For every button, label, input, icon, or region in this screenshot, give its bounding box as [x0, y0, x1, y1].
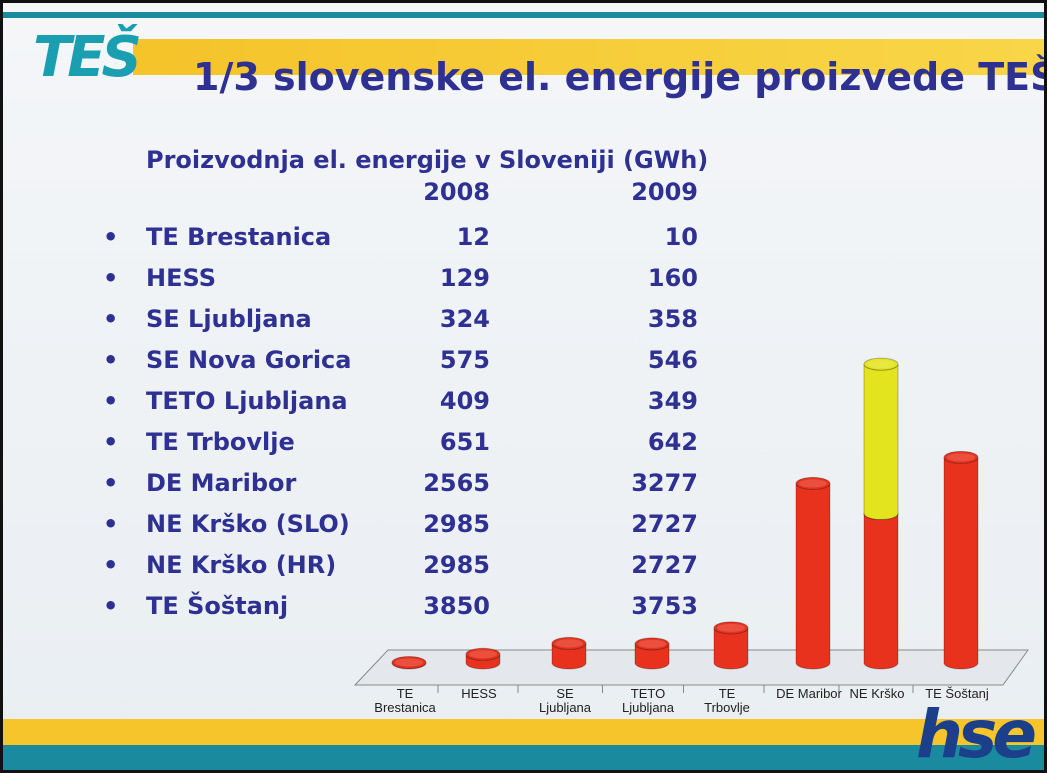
x-tick-label: TE Trbovlje — [682, 687, 772, 715]
row-value: 324 — [370, 305, 490, 333]
row-label: TE Trbovlje — [146, 428, 295, 456]
row-value: 2565 — [370, 469, 490, 497]
row-value: 3850 — [370, 592, 490, 620]
row-value: 546 — [578, 346, 698, 374]
bar-highlight — [469, 650, 497, 658]
row-value: 2727 — [578, 551, 698, 579]
row-value: 409 — [370, 387, 490, 415]
bullet: • — [103, 346, 118, 374]
bar — [466, 648, 500, 669]
row-label: HESS — [146, 264, 216, 292]
bullet: • — [103, 387, 118, 415]
bar-highlight — [395, 658, 423, 666]
row-label: NE Krško (SLO) — [146, 510, 350, 538]
row-value: 10 — [578, 223, 698, 251]
column-header: 2008 — [370, 178, 490, 206]
bar-highlight — [867, 360, 895, 368]
bar — [796, 477, 830, 669]
row-label: TE Šoštanj — [146, 592, 288, 620]
row-value: 2985 — [370, 510, 490, 538]
x-tick-label: HESS — [434, 687, 524, 701]
bar — [864, 508, 898, 669]
row-value: 3753 — [578, 592, 698, 620]
bar — [714, 622, 748, 669]
bar-highlight — [638, 640, 666, 648]
bullet: • — [103, 264, 118, 292]
bar-body — [944, 457, 978, 669]
row-value: 3277 — [578, 469, 698, 497]
chart-floor — [355, 650, 1028, 685]
bar-body — [864, 514, 898, 669]
row-label: TETO Ljubljana — [146, 387, 348, 415]
bullet: • — [103, 469, 118, 497]
x-tick-label: SE Ljubljana — [520, 687, 610, 715]
row-value: 2727 — [578, 510, 698, 538]
bullet: • — [103, 551, 118, 579]
column-header: 2009 — [578, 178, 698, 206]
bottom-stripe — [3, 745, 1044, 770]
row-label: SE Ljubljana — [146, 305, 312, 333]
row-label: NE Krško (HR) — [146, 551, 336, 579]
bullet: • — [103, 428, 118, 456]
row-value: 651 — [370, 428, 490, 456]
bar — [552, 637, 586, 669]
bullet: • — [103, 510, 118, 538]
footer-logo: hse — [916, 702, 1032, 768]
bar-body — [796, 483, 830, 669]
slide: TEŠ 1/3 slovenske el. energije proizvede… — [0, 0, 1047, 773]
row-value: 349 — [578, 387, 698, 415]
bullet: • — [103, 223, 118, 251]
bar-highlight — [717, 624, 745, 632]
row-label: SE Nova Gorica — [146, 346, 351, 374]
row-value: 642 — [578, 428, 698, 456]
bar-highlight — [555, 639, 583, 647]
row-label: TE Brestanica — [146, 223, 331, 251]
row-value: 12 — [370, 223, 490, 251]
row-value: 160 — [578, 264, 698, 292]
x-tick-label: TETO Ljubljana — [603, 687, 693, 715]
bullet: • — [103, 592, 118, 620]
bottom-band — [3, 719, 1044, 745]
row-value: 575 — [370, 346, 490, 374]
row-value: 129 — [370, 264, 490, 292]
bar-highlight — [947, 453, 975, 461]
row-value: 2985 — [370, 551, 490, 579]
bar — [864, 358, 898, 519]
row-value: 358 — [578, 305, 698, 333]
bar — [944, 451, 978, 669]
bar-highlight — [799, 479, 827, 487]
x-tick-label: NE Krško — [832, 687, 922, 701]
bar — [635, 638, 669, 669]
bullet: • — [103, 305, 118, 333]
bar — [392, 656, 426, 669]
row-label: DE Maribor — [146, 469, 296, 497]
x-tick-label: TE Šoštanj — [912, 687, 1002, 701]
bar-body — [864, 364, 898, 519]
